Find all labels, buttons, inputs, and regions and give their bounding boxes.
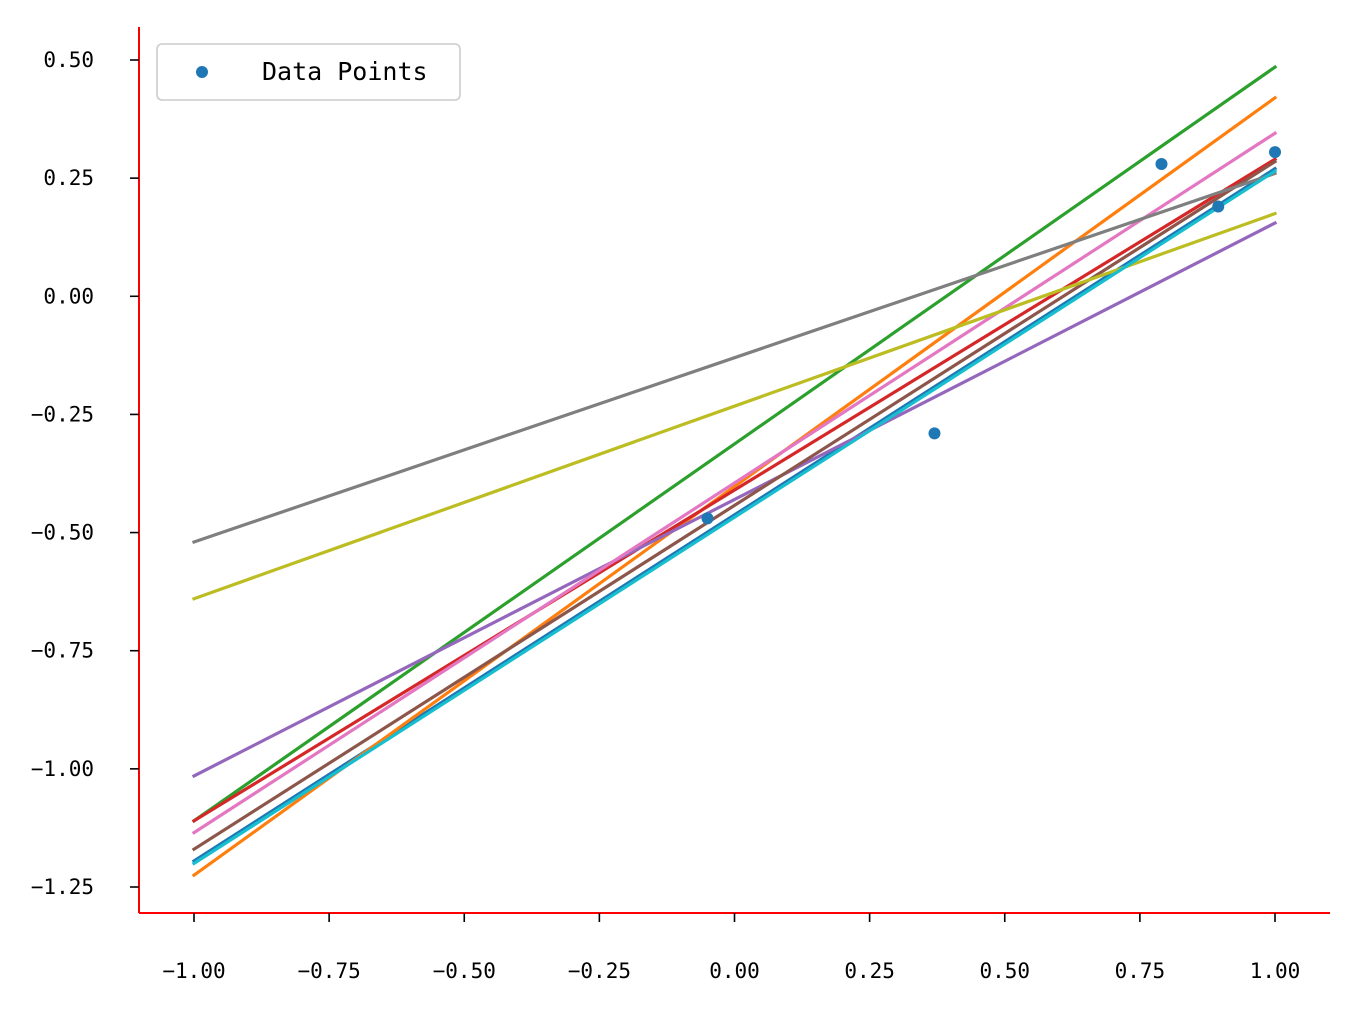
y-tick-label: −0.50 xyxy=(31,521,94,545)
x-tick-label: −0.50 xyxy=(433,959,496,983)
data-point-1 xyxy=(701,512,714,525)
fit-line-8 xyxy=(191,171,1278,545)
x-tick-label: −0.25 xyxy=(568,959,631,983)
data-point-2 xyxy=(928,427,941,440)
fit-line-6 xyxy=(191,159,1278,852)
x-tick-label: −0.75 xyxy=(298,959,361,983)
x-tick-label: −1.00 xyxy=(162,959,225,983)
x-tick-label: 0.25 xyxy=(844,959,895,983)
x-tick-label: 0.75 xyxy=(1115,959,1166,983)
axes-layer: −1.00 −0.75 −0.50 −0.25 0.00 0.25 0.50 0.75 1.00… xyxy=(31,27,1330,983)
y-tick-label: 0.25 xyxy=(43,166,94,190)
y-tick-label: −1.00 xyxy=(31,757,94,781)
fit-line-4 xyxy=(191,157,1278,824)
legend-frame xyxy=(156,43,461,101)
fit-line-7 xyxy=(191,131,1278,835)
data-point-3 xyxy=(1155,157,1168,170)
y-tick-label: −1.25 xyxy=(31,875,94,899)
data-points-layer xyxy=(701,146,1281,525)
legend: Data Points xyxy=(156,43,461,101)
legend-marker xyxy=(196,66,208,78)
x-tick-label: 0.50 xyxy=(979,959,1030,983)
fit-line-5 xyxy=(191,220,1278,779)
y-tick-label: −0.75 xyxy=(31,639,94,663)
y-tick-label: −0.25 xyxy=(31,402,94,426)
data-point-5 xyxy=(1269,146,1281,159)
fit-line-9 xyxy=(191,211,1278,601)
data-point-4 xyxy=(1212,200,1225,213)
x-tick-label: 0.00 xyxy=(709,959,760,983)
y-tick-label: 0.50 xyxy=(43,48,94,72)
fit-line-10 xyxy=(191,168,1278,866)
fit-lines-layer xyxy=(191,64,1278,878)
fit-line-2 xyxy=(191,95,1278,878)
legend-label: Data Points xyxy=(262,57,428,86)
fit-line-3 xyxy=(191,64,1278,824)
x-tick-label: 1.00 xyxy=(1250,959,1301,983)
y-tick-label: 0.00 xyxy=(43,284,94,308)
